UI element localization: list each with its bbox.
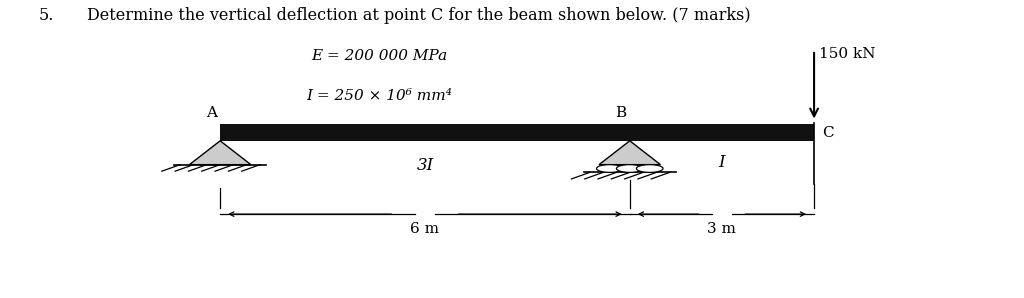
Circle shape <box>596 164 623 172</box>
Text: 3 m: 3 m <box>708 222 736 235</box>
Text: B: B <box>615 106 627 120</box>
Polygon shape <box>599 141 660 164</box>
Text: A: A <box>206 106 217 120</box>
Text: E = 200 000 MPa: E = 200 000 MPa <box>310 49 447 63</box>
Bar <box>220 124 814 141</box>
Text: Determine the vertical deflection at point C for the beam shown below. (7 marks): Determine the vertical deflection at poi… <box>87 7 751 24</box>
Text: I = 250 × 10⁶ mm⁴: I = 250 × 10⁶ mm⁴ <box>306 89 452 103</box>
Text: C: C <box>822 126 834 139</box>
Text: 3I: 3I <box>417 157 433 174</box>
Circle shape <box>616 164 643 172</box>
Text: 5.: 5. <box>39 7 54 24</box>
Text: I: I <box>719 154 725 171</box>
Circle shape <box>636 164 664 172</box>
Text: 6 m: 6 m <box>411 222 439 235</box>
Text: 150 kN: 150 kN <box>819 47 876 61</box>
Polygon shape <box>189 141 251 164</box>
